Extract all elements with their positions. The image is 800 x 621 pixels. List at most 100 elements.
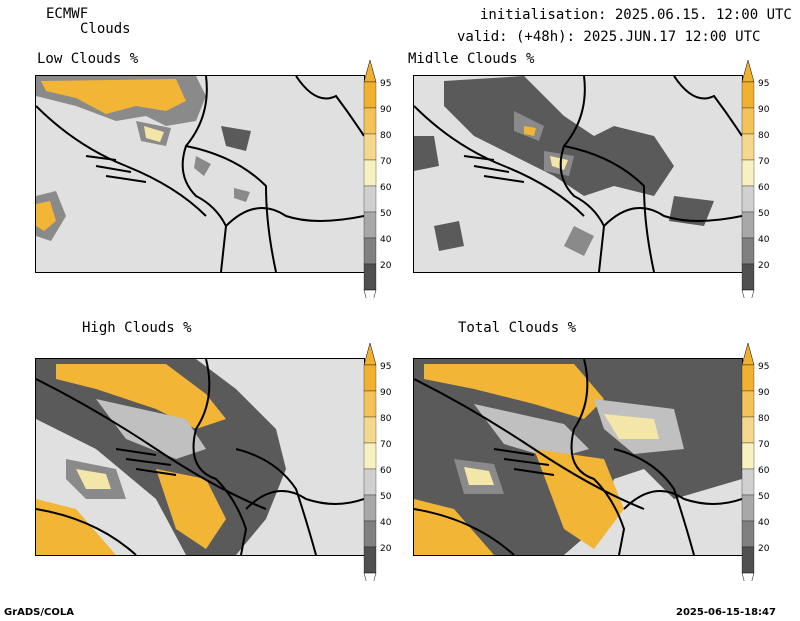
colorbar-segment bbox=[363, 159, 377, 187]
colorbar-label: 60 bbox=[758, 466, 770, 476]
colorbar-label: 70 bbox=[380, 440, 392, 450]
cloud-field-high bbox=[36, 359, 286, 555]
panel-title-low: Low Clouds % bbox=[37, 51, 139, 67]
colorbar-label: 60 bbox=[380, 466, 392, 476]
colorbar-label: 95 bbox=[758, 362, 769, 372]
panel-title-total: Total Clouds % bbox=[458, 320, 577, 336]
colorbar-label: 80 bbox=[758, 414, 770, 424]
colorbar-segment bbox=[363, 468, 377, 496]
colorbar-label: 80 bbox=[380, 131, 392, 141]
colorbar-segment bbox=[741, 81, 755, 109]
colorbar-label: 20 bbox=[758, 261, 770, 271]
colorbar-segment bbox=[363, 185, 377, 213]
colorbar-segment bbox=[741, 468, 755, 496]
colorbar-label: 20 bbox=[758, 544, 770, 554]
valid-label: valid: (+48h): 2025.JUN.17 12:00 UTC bbox=[457, 29, 761, 45]
colorbar-total: 95 90 80 70 60 50 40 20 bbox=[740, 341, 782, 596]
colorbar-segment bbox=[363, 133, 377, 161]
colorbar-svg: 95 90 80 70 60 50 40 20 bbox=[363, 342, 392, 596]
colorbar-label: 50 bbox=[380, 492, 392, 502]
colorbar-segment bbox=[741, 133, 755, 161]
colorbar-label: 40 bbox=[380, 518, 392, 528]
colorbar-arrow-bottom bbox=[741, 572, 755, 596]
product-label: Clouds bbox=[80, 21, 131, 37]
colorbar-label: 60 bbox=[380, 183, 392, 193]
colorbar-segment bbox=[741, 364, 755, 392]
colorbar-segment bbox=[741, 185, 755, 213]
map-high-clouds bbox=[35, 358, 365, 556]
initialisation-label: initialisation: 2025.06.15. 12:00 UTC bbox=[480, 7, 792, 23]
map-borders bbox=[414, 359, 742, 555]
cloud-field-low bbox=[36, 76, 251, 241]
colorbar-label: 60 bbox=[758, 183, 770, 193]
colorbar-label: 50 bbox=[758, 209, 770, 219]
colorbar-segment bbox=[363, 211, 377, 239]
colorbar-svg: 95 90 80 70 60 50 40 20 bbox=[363, 59, 392, 313]
colorbar-segment bbox=[363, 520, 377, 548]
colorbar-segment bbox=[363, 546, 377, 574]
colorbar-label: 50 bbox=[380, 209, 392, 219]
colorbar-segment bbox=[741, 416, 755, 444]
colorbar-label: 90 bbox=[380, 388, 392, 398]
map-borders bbox=[36, 359, 364, 555]
colorbar-segment bbox=[363, 390, 377, 418]
map-low-clouds bbox=[35, 75, 365, 273]
cloud-field-total bbox=[414, 359, 742, 555]
colorbar-svg: 95 90 80 70 60 50 40 20 bbox=[741, 59, 770, 313]
colorbar-segment bbox=[363, 494, 377, 522]
colorbar-arrow-bottom bbox=[741, 289, 755, 313]
colorbar-arrow-top bbox=[363, 342, 377, 366]
colorbar-label: 20 bbox=[380, 544, 392, 554]
colorbar-segment bbox=[741, 546, 755, 574]
footer-credit: GrADS/COLA bbox=[4, 607, 74, 618]
colorbar-segment bbox=[741, 211, 755, 239]
map-middle-clouds bbox=[413, 75, 743, 273]
colorbar-segment bbox=[363, 237, 377, 265]
map-borders bbox=[36, 76, 364, 272]
colorbar-label: 20 bbox=[380, 261, 392, 271]
colorbar-arrow-top bbox=[741, 342, 755, 366]
colorbar-label: 90 bbox=[380, 105, 392, 115]
map-borders bbox=[414, 76, 742, 272]
colorbar-label: 70 bbox=[758, 157, 770, 167]
colorbar-arrow-bottom bbox=[363, 572, 377, 596]
colorbar-segment bbox=[741, 263, 755, 291]
colorbar-label: 90 bbox=[758, 388, 770, 398]
colorbar-low: 95 90 80 70 60 50 40 20 bbox=[362, 58, 404, 313]
colorbar-segment bbox=[363, 81, 377, 109]
colorbar-label: 70 bbox=[758, 440, 770, 450]
colorbar-middle: 95 90 80 70 60 50 40 20 bbox=[740, 58, 782, 313]
panel-title-high: High Clouds % bbox=[82, 320, 192, 336]
colorbar-segment bbox=[363, 364, 377, 392]
colorbar-segment bbox=[741, 159, 755, 187]
colorbar-label: 40 bbox=[758, 235, 770, 245]
colorbar-label: 50 bbox=[758, 492, 770, 502]
colorbar-label: 80 bbox=[380, 414, 392, 424]
colorbar-svg: 95 90 80 70 60 50 40 20 bbox=[741, 342, 770, 596]
colorbar-segment bbox=[363, 263, 377, 291]
colorbar-segment bbox=[741, 107, 755, 135]
colorbar-segment bbox=[363, 416, 377, 444]
colorbar-segment bbox=[363, 107, 377, 135]
colorbar-arrow-top bbox=[741, 59, 755, 83]
colorbar-segment bbox=[741, 442, 755, 470]
colorbar-label: 95 bbox=[758, 79, 769, 89]
cloud-field-middle bbox=[414, 76, 714, 256]
colorbar-label: 40 bbox=[758, 518, 770, 528]
colorbar-segment bbox=[741, 494, 755, 522]
colorbar-arrow-bottom bbox=[363, 289, 377, 313]
colorbar-label: 40 bbox=[380, 235, 392, 245]
colorbar-label: 95 bbox=[380, 79, 391, 89]
colorbar-segment bbox=[741, 390, 755, 418]
panel-title-middle: Midlle Clouds % bbox=[408, 51, 535, 67]
colorbar-segment bbox=[741, 237, 755, 265]
colorbar-arrow-top bbox=[363, 59, 377, 83]
colorbar-label: 90 bbox=[758, 105, 770, 115]
colorbar-segment bbox=[741, 520, 755, 548]
colorbar-label: 95 bbox=[380, 362, 391, 372]
source-label: ECMWF bbox=[46, 6, 89, 22]
colorbar-label: 80 bbox=[758, 131, 770, 141]
map-total-clouds bbox=[413, 358, 743, 556]
colorbar-high: 95 90 80 70 60 50 40 20 bbox=[362, 341, 404, 596]
footer-timestamp: 2025-06-15-18:47 bbox=[676, 607, 776, 618]
